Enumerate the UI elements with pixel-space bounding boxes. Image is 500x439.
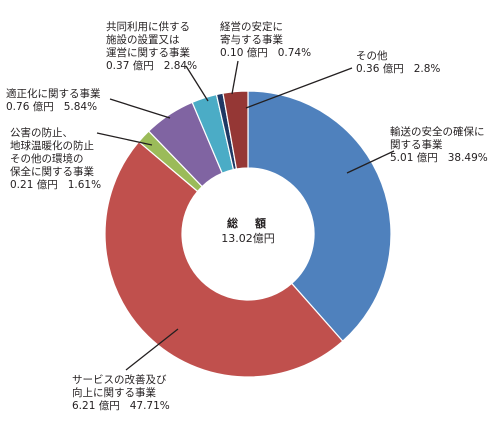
- leader-line-optimization: [109, 98, 171, 119]
- total-title: 総 額: [227, 217, 269, 230]
- label-amount: 0.37 億円: [106, 60, 154, 72]
- center-total: 総 額 13.02億円: [200, 216, 296, 246]
- label-line: その他: [356, 50, 388, 62]
- label-percent: 38.49%: [447, 152, 488, 164]
- label-values: 5.01 億円 38.49%: [390, 152, 488, 165]
- label-line: 運営に関する事業: [106, 47, 190, 59]
- label-amount: 0.10 億円: [220, 47, 268, 59]
- label-line: 輸送の安全の確保に: [390, 126, 485, 138]
- label-line: その他の環境の: [10, 153, 84, 165]
- label-management: 経営の安定に 寄与する事業 0.10 億円 0.74%: [220, 21, 311, 60]
- label-values: 0.37 億円 2.84%: [106, 60, 197, 73]
- leader-line-shared-facility: [185, 65, 209, 102]
- label-percent: 0.74%: [277, 47, 312, 59]
- label-percent: 2.84%: [163, 60, 198, 72]
- slice-other: [222, 90, 249, 170]
- label-values: 0.36 億円 2.8%: [356, 63, 440, 76]
- label-amount: 0.76 億円: [6, 101, 54, 113]
- label-line: 関する事業: [390, 139, 443, 151]
- leader-line-safety: [346, 150, 395, 174]
- label-amount: 0.21 億円: [10, 179, 58, 191]
- label-optimization: 適正化に関する事業 0.76 億円 5.84%: [6, 88, 101, 114]
- label-line: 適正化に関する事業: [6, 88, 101, 100]
- label-line: 寄与する事業: [220, 34, 283, 46]
- label-environment: 公害の防止、 地球温暖化の防止 その他の環境の 保全に関する事業 0.21 億円…: [10, 127, 101, 192]
- leader-line-environment: [96, 132, 153, 146]
- label-values: 6.21 億円 47.71%: [72, 400, 170, 413]
- label-shared-facility: 共同利用に供する 施設の設置又は 運営に関する事業 0.37 億円 2.84%: [106, 21, 197, 73]
- label-line: 地球温暖化の防止: [10, 140, 94, 152]
- label-line: サービスの改善及び: [72, 374, 167, 386]
- label-values: 0.76 億円 5.84%: [6, 101, 101, 114]
- label-line: 施設の設置又は: [106, 34, 180, 46]
- label-line: 保全に関する事業: [10, 166, 94, 178]
- label-line: 共同利用に供する: [106, 21, 190, 33]
- label-amount: 5.01 億円: [390, 152, 438, 164]
- label-values: 0.10 億円 0.74%: [220, 47, 311, 60]
- label-percent: 2.8%: [413, 63, 441, 75]
- label-other: その他 0.36 億円 2.8%: [356, 50, 440, 76]
- label-line: 向上に関する事業: [72, 387, 156, 399]
- label-percent: 47.71%: [129, 400, 170, 412]
- label-amount: 0.36 億円: [356, 63, 404, 75]
- label-safety: 輸送の安全の確保に 関する事業 5.01 億円 38.49%: [390, 126, 488, 165]
- label-values: 0.21 億円 1.61%: [10, 179, 101, 192]
- leader-line-service: [125, 328, 179, 371]
- leader-line-other: [245, 67, 353, 109]
- label-line: 公害の防止、: [10, 127, 73, 139]
- leader-line-management: [231, 60, 239, 95]
- label-amount: 6.21 億円: [72, 400, 120, 412]
- slice-safety: [247, 90, 392, 342]
- label-line: 経営の安定に: [220, 21, 283, 33]
- label-percent: 1.61%: [67, 179, 102, 191]
- label-service: サービスの改善及び 向上に関する事業 6.21 億円 47.71%: [72, 374, 170, 413]
- slice-service: [104, 140, 344, 378]
- total-value: 13.02億円: [221, 232, 275, 245]
- label-percent: 5.84%: [63, 101, 98, 113]
